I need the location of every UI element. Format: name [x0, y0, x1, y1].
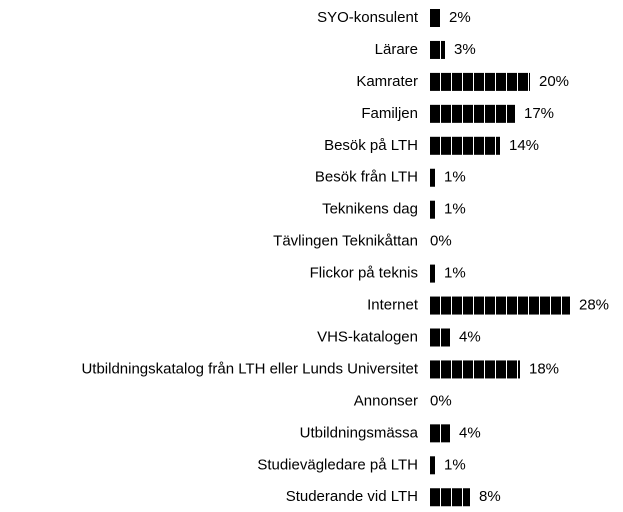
bar: [430, 296, 570, 315]
value-label: 14%: [509, 137, 539, 154]
category-label: Teknikens dag: [322, 201, 418, 218]
category-label: Studerande vid LTH: [286, 488, 418, 505]
category-label: Flickor på teknis: [310, 265, 418, 282]
category-label: Utbildningskatalog från LTH eller Lunds …: [81, 360, 418, 377]
value-label: 20%: [539, 73, 569, 90]
category-label: Studievägledare på LTH: [257, 456, 418, 473]
value-label: 28%: [579, 297, 609, 314]
bar: [430, 200, 435, 219]
category-label: Annonser: [354, 392, 418, 409]
bar: [430, 328, 450, 347]
category-label: Besök på LTH: [324, 137, 418, 154]
value-label: 4%: [459, 328, 481, 345]
value-label: 17%: [524, 105, 554, 122]
bar: [430, 104, 515, 123]
category-label: Utbildningsmässa: [300, 424, 419, 441]
bar: [430, 264, 435, 283]
bar: [430, 488, 470, 507]
value-label: 1%: [444, 456, 466, 473]
category-label: Internet: [367, 297, 419, 314]
category-label: Lärare: [375, 41, 418, 58]
value-label: 1%: [444, 265, 466, 282]
value-label: 18%: [529, 360, 559, 377]
value-label: 0%: [430, 233, 452, 250]
value-label: 3%: [454, 41, 476, 58]
category-label: SYO-konsulent: [317, 9, 419, 26]
bar: [430, 360, 520, 379]
bar: [430, 456, 435, 475]
bar: [430, 136, 500, 155]
value-label: 4%: [459, 424, 481, 441]
value-label: 1%: [444, 201, 466, 218]
bar: [430, 168, 435, 187]
category-label: VHS-katalogen: [317, 328, 418, 345]
bar: [430, 40, 445, 59]
value-label: 0%: [430, 392, 452, 409]
bar: [430, 9, 440, 27]
value-label: 2%: [449, 9, 471, 26]
value-label: 8%: [479, 488, 501, 505]
category-label: Familjen: [361, 105, 418, 122]
category-label: Kamrater: [356, 73, 418, 90]
category-label: Tävlingen Teknikåttan: [273, 233, 418, 250]
value-label: 1%: [444, 169, 466, 186]
bar: [430, 424, 450, 443]
bar: [430, 72, 530, 91]
category-label: Besök från LTH: [315, 169, 418, 186]
